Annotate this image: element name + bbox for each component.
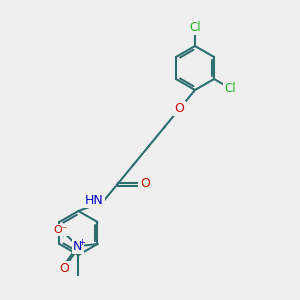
Text: O: O: [175, 102, 184, 115]
Text: +: +: [78, 238, 85, 247]
Text: N: N: [73, 240, 82, 253]
Text: O: O: [140, 177, 150, 190]
Text: Cl: Cl: [224, 82, 236, 95]
Text: HN: HN: [85, 194, 104, 207]
Text: O: O: [60, 262, 70, 275]
Text: Cl: Cl: [189, 21, 201, 34]
Text: O⁻: O⁻: [53, 225, 68, 235]
